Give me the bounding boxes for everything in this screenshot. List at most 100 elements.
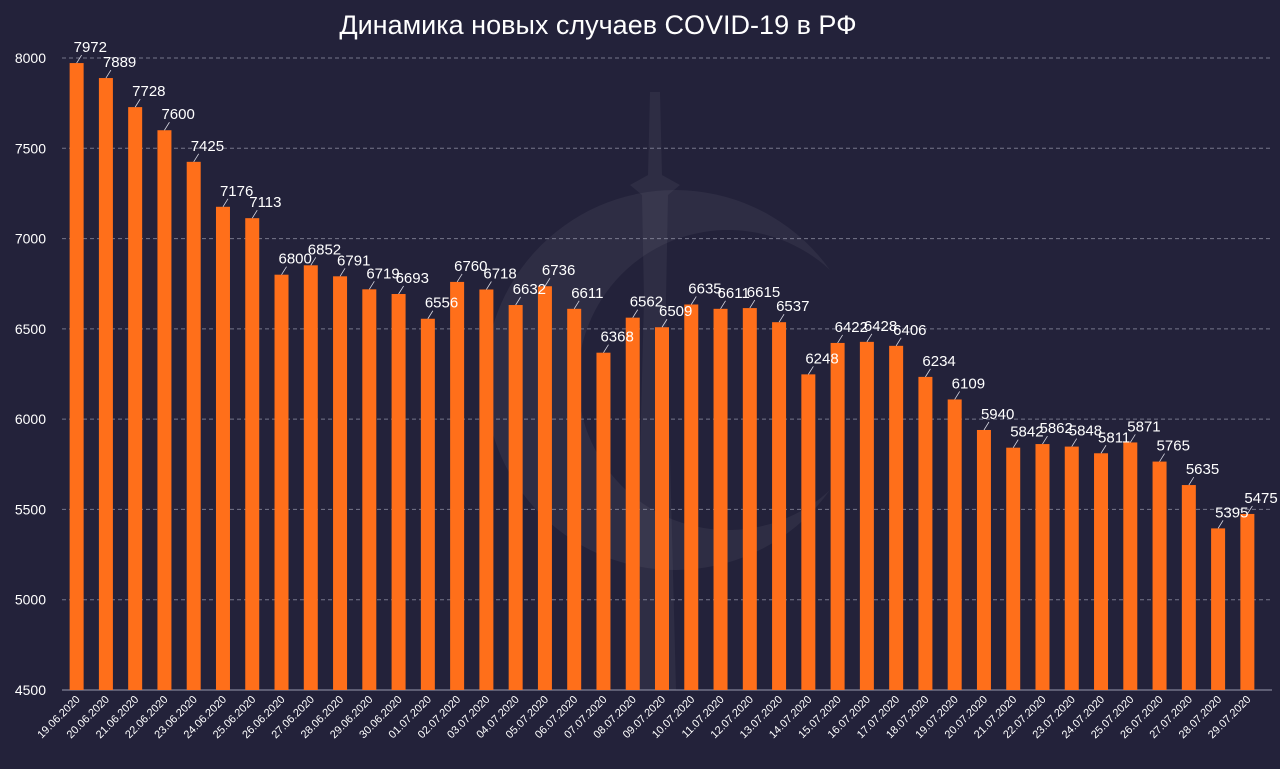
label-leader [222, 198, 229, 208]
data-label: 6562 [630, 294, 663, 311]
label-leader [164, 122, 170, 131]
data-label: 6632 [513, 281, 546, 298]
label-leader [515, 296, 521, 306]
label-leader [690, 296, 697, 305]
label-leader [544, 278, 551, 287]
bar [684, 304, 699, 690]
chart-title: Динамика новых случаев COVID-19 в РФ [339, 10, 857, 40]
y-tick-label: 6000 [15, 411, 46, 427]
data-label: 6556 [425, 295, 458, 312]
bar [1181, 485, 1196, 690]
data-label: 6406 [893, 322, 926, 339]
bar [186, 161, 201, 691]
y-tick-label: 6500 [15, 321, 46, 337]
bar [274, 274, 289, 690]
data-label: 6760 [454, 258, 487, 275]
bar [713, 308, 728, 690]
data-label: 5475 [1244, 490, 1277, 507]
bar [98, 78, 113, 690]
data-label: 7176 [220, 183, 253, 200]
label-leader [427, 310, 434, 319]
label-leader [661, 319, 668, 328]
label-leader [76, 54, 82, 64]
data-label: 6791 [337, 252, 370, 269]
bar [801, 374, 816, 690]
bar [1035, 444, 1050, 690]
label-leader [603, 344, 609, 353]
data-label: 6736 [542, 262, 575, 279]
data-label: 6234 [922, 353, 955, 370]
bar [742, 308, 757, 690]
label-leader [1159, 453, 1165, 462]
bar [976, 429, 991, 690]
data-label: 5635 [1186, 461, 1219, 478]
bar [625, 317, 640, 690]
label-leader [866, 333, 873, 343]
y-tick-label: 8000 [15, 50, 46, 66]
label-leader [808, 366, 814, 375]
y-tick-label: 5500 [15, 501, 46, 517]
label-leader [954, 391, 961, 400]
label-leader [251, 209, 258, 219]
label-leader [720, 300, 726, 310]
label-leader [105, 69, 112, 79]
bar [655, 327, 669, 690]
label-leader [1100, 445, 1107, 454]
data-label: 5842 [1010, 424, 1043, 441]
data-label: 6368 [600, 329, 633, 346]
bar [362, 289, 377, 690]
bar [245, 218, 260, 690]
bar [947, 399, 962, 690]
data-label: 6800 [279, 251, 312, 268]
label-leader [837, 334, 843, 344]
bar [420, 318, 435, 690]
label-leader [486, 281, 492, 290]
bar [450, 281, 465, 690]
bar [918, 376, 933, 690]
label-leader [1012, 439, 1019, 448]
data-label: 7728 [132, 83, 165, 100]
label-leader [134, 98, 141, 108]
label-leader [573, 300, 580, 310]
data-label: 6611 [571, 285, 603, 302]
y-tick-label: 7500 [15, 140, 46, 156]
x-axis: 19.06.202020.06.202021.06.202022.06.2020… [35, 694, 1253, 741]
bars [69, 63, 1255, 691]
bar [508, 305, 523, 690]
bar [303, 265, 318, 690]
data-label: 6422 [835, 319, 868, 336]
data-label: 7600 [161, 106, 194, 123]
bar [1006, 447, 1021, 690]
label-leader [310, 257, 317, 266]
data-label: 6718 [483, 265, 516, 282]
bar [772, 322, 787, 690]
data-label: 6719 [366, 265, 399, 282]
y-tick-label: 5000 [15, 592, 46, 608]
data-label: 5395 [1215, 504, 1248, 521]
label-leader [778, 313, 785, 323]
data-label: 5940 [981, 406, 1014, 423]
label-leader [895, 337, 902, 347]
bar [830, 342, 845, 690]
label-leader [339, 268, 346, 277]
y-axis: 4500 5000 5500 6000 6500 7000 7500 8000 [15, 50, 46, 698]
data-label: 6109 [952, 375, 985, 392]
bar [567, 308, 582, 690]
bar [479, 289, 494, 690]
data-label: 6852 [308, 241, 341, 258]
label-leader [456, 273, 463, 283]
data-label: 5862 [1039, 420, 1072, 437]
bar [215, 206, 230, 690]
label-leader [1071, 438, 1078, 447]
data-label: 6248 [805, 350, 838, 367]
bar [157, 130, 172, 690]
bar [859, 341, 874, 690]
y-tick-label: 7000 [15, 231, 46, 247]
bar [1211, 528, 1226, 690]
label-leader [1042, 435, 1048, 445]
data-label: 6537 [776, 298, 809, 315]
data-label: 6635 [688, 280, 721, 297]
data-label: 7425 [191, 138, 224, 155]
